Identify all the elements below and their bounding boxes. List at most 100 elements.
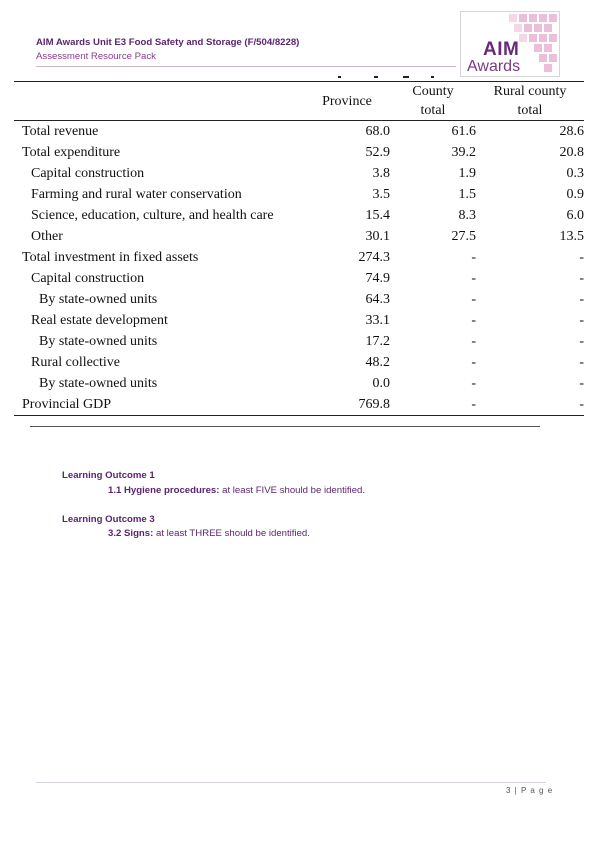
rural-county-total-value: 20.8 (559, 145, 585, 160)
province-value: 74.9 (365, 271, 391, 286)
footer-divider (36, 782, 546, 783)
province-value: 48.2 (365, 355, 391, 370)
province-value: 3.8 (372, 166, 391, 181)
row-label: Farming and rural water conservation (31, 187, 242, 202)
table-row: Other 30.1 27.5 13.5 (14, 226, 584, 247)
table-header-row: Province County total Rural county total (14, 81, 584, 121)
learning-outcome-1-item-label: 1.1 Hygiene procedures: (108, 485, 220, 496)
county-total-value: 1.5 (458, 187, 477, 202)
table-row: By state-owned units 17.2 - - (14, 331, 584, 352)
logo-awards-text: Awards (467, 58, 521, 75)
county-total-value: - (471, 250, 476, 265)
county-total-value: - (471, 313, 476, 328)
county-total-value: 27.5 (451, 229, 477, 244)
province-value: 769.8 (304, 394, 390, 416)
row-label: Capital construction (31, 166, 145, 181)
province-value: 33.1 (365, 313, 391, 328)
column-header-province-text: Province (322, 93, 372, 109)
county-total-value: 8.3 (458, 208, 477, 223)
county-total-value: - (471, 376, 476, 391)
learning-outcome-1-item: 1.1 Hygiene procedures: at least FIVE sh… (108, 485, 365, 496)
rural-county-total-value: - (579, 271, 584, 286)
rural-county-total-value: - (579, 334, 584, 349)
province-value: 15.4 (365, 208, 391, 223)
column-header-county-total: County total (390, 81, 476, 121)
row-label: Provincial GDP (14, 394, 304, 416)
learning-outcome-3-item: 3.2 Signs: at least THREE should be iden… (108, 528, 310, 539)
province-value: 64.3 (365, 292, 391, 307)
table-row: Provincial GDP 769.8- - (14, 394, 584, 416)
table-row: Farming and rural water conservation 3.5 1… (14, 184, 584, 205)
clipped-text-fragment (300, 76, 450, 80)
row-label: Real estate development (31, 313, 168, 328)
rural-county-total-value: 13.5 (559, 229, 585, 244)
county-total-value: - (471, 355, 476, 370)
table-row: Total investment in fixed assets 274.3 - - (14, 247, 584, 268)
column-header-rural-line2: total (517, 103, 543, 118)
column-header-rural-county-total: Rural county total (476, 81, 584, 121)
rural-county-total-value: - (579, 376, 584, 391)
learning-outcome-1-item-text: at least FIVE should be identified. (219, 485, 366, 496)
logo-grid-icon (509, 14, 557, 72)
column-header-province: Province (304, 81, 390, 121)
rural-county-total-value: - (476, 394, 584, 416)
header-divider (36, 66, 456, 67)
learning-outcome-3-item-text: at least THREE should be identified. (153, 528, 310, 539)
province-value: 68.0 (365, 124, 391, 139)
county-total-value: - (471, 292, 476, 307)
row-label: By state-owned units (39, 292, 158, 307)
column-header-label (14, 81, 304, 121)
rural-county-total-value: - (579, 292, 584, 307)
table-row: Total revenue 68.0 61.6 28.6 (14, 121, 584, 143)
row-label: Total expenditure (22, 145, 121, 160)
table-row: Science, education, culture, and health … (14, 205, 584, 226)
row-label: Rural collective (31, 355, 121, 370)
row-label: By state-owned units (39, 376, 158, 391)
county-total-value: - (471, 334, 476, 349)
table-row: Rural collective 48.2 - - (14, 352, 584, 373)
table-row: Capital construction 74.9 - - (14, 268, 584, 289)
row-label: Total investment in fixed assets (22, 250, 199, 265)
province-value: 30.1 (365, 229, 391, 244)
table-row: By state-owned units 0.0 - - (14, 373, 584, 394)
rural-county-total-value: 0.3 (566, 166, 585, 181)
page-number: 3 | P a g e (506, 786, 554, 795)
province-value: 17.2 (365, 334, 391, 349)
county-total-value: - (390, 394, 476, 416)
county-total-value: 1.9 (458, 166, 477, 181)
province-value: 3.5 (372, 187, 391, 202)
learning-outcome-3-item-label: 3.2 Signs: (108, 528, 154, 539)
learning-outcome-3-heading: Learning Outcome 3 (62, 514, 155, 525)
column-header-county-line2: total (420, 103, 446, 118)
rural-county-total-value: - (579, 250, 584, 265)
county-total-value: 39.2 (451, 145, 477, 160)
document-subtitle: Assessment Resource Pack (36, 51, 156, 62)
rural-county-total-value: 28.6 (559, 124, 585, 139)
province-value: 52.9 (365, 145, 391, 160)
statistics-table: Province County total Rural county total T… (14, 81, 584, 416)
row-label: Total revenue (22, 124, 99, 139)
county-total-value: 61.6 (451, 124, 477, 139)
province-value: 274.3 (358, 250, 391, 265)
rural-county-total-value: - (579, 313, 584, 328)
row-label: Other (31, 229, 63, 244)
rural-county-total-value: 0.9 (566, 187, 585, 202)
table-body: Total revenue 68.0 61.6 28.6 Total expenditu… (14, 121, 584, 416)
province-value: 0.0 (372, 376, 391, 391)
column-header-rural-line1: Rural county (493, 84, 567, 99)
table-row: Real estate development 33.1 - - (14, 310, 584, 331)
row-label: Capital construction (31, 271, 145, 286)
table-row: By state-owned units 64.3 - - (14, 289, 584, 310)
row-label: By state-owned units (39, 334, 158, 349)
rural-county-total-value: 6.0 (566, 208, 585, 223)
row-label: Science, education, culture, and health … (31, 208, 274, 223)
column-header-county-line1: County (412, 84, 454, 99)
document-title: AIM Awards Unit E3 Food Safety and Stora… (36, 37, 300, 48)
table-row: Total expenditure 52.9 39.2 20.8 (14, 142, 584, 163)
aim-awards-logo: AIM Awards (460, 11, 560, 77)
table-row: Capital construction 3.8 1.9 0.3 (14, 163, 584, 184)
county-total-value: - (471, 271, 476, 286)
logo-aim-text: AIM (483, 39, 520, 60)
rural-county-total-value: - (579, 355, 584, 370)
